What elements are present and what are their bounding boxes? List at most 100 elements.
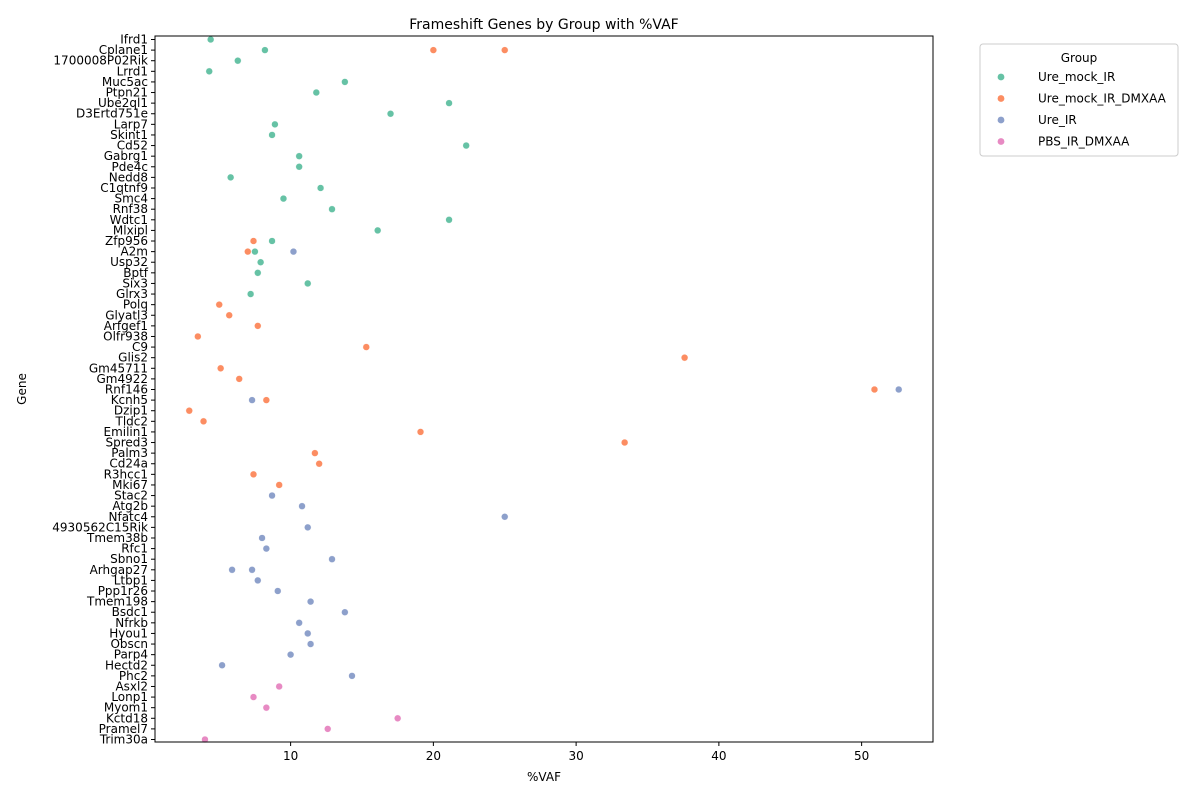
data-point [194, 332, 202, 341]
y-tick-label: Nfrkb [115, 616, 148, 630]
data-point [289, 248, 298, 256]
y-tick-label: Lrrd1 [117, 64, 148, 78]
y-tick-label: Lonp1 [111, 690, 148, 704]
y-tick-label: Sbno1 [110, 552, 148, 566]
data-point [249, 470, 258, 478]
data-point [248, 566, 256, 574]
legend-marker [997, 116, 1005, 124]
y-tick-label: 1700008P02Rik [53, 54, 148, 68]
data-point [205, 67, 213, 75]
y-tick-label: C9 [132, 340, 148, 354]
data-point [328, 555, 336, 563]
y-tick-label: Arfgef1 [104, 319, 148, 333]
data-point [271, 120, 279, 128]
data-point [681, 354, 689, 362]
y-tick-label: Trim30a [99, 733, 148, 747]
data-point [262, 544, 270, 553]
y-tick-label: Ppp1r26 [98, 584, 148, 598]
y-tick-label: Smc4 [114, 192, 148, 206]
data-point [324, 725, 332, 733]
y-tick-label: Usp32 [110, 255, 148, 269]
y-tick-label: R3hcc1 [104, 467, 148, 481]
y-tick-label: Mlxipl [113, 223, 148, 237]
y-tick-label: D3Ertd751e [76, 107, 148, 121]
y-tick-label: Gm45711 [89, 361, 148, 375]
data-point [207, 35, 215, 44]
y-tick-label: Kcnh5 [111, 393, 148, 407]
x-tick-label: 40 [711, 749, 726, 763]
data-point [298, 502, 306, 510]
x-tick-label: 30 [568, 749, 583, 763]
data-point [268, 491, 276, 500]
data-point [275, 682, 283, 691]
data-point [279, 194, 288, 203]
y-tick-label: Atg2b [112, 499, 148, 513]
y-tick-label: Olfr938 [103, 329, 148, 343]
y-tick-label: Glis2 [118, 351, 148, 365]
y-tick-label: C1qtnf9 [100, 181, 148, 195]
data-point [287, 651, 295, 659]
y-tick-label: Pde4c [112, 160, 148, 174]
y-tick-label: Rfc1 [121, 542, 148, 556]
legend-marker [997, 73, 1005, 81]
data-point [501, 46, 509, 54]
y-tick-label: Rnf38 [113, 202, 148, 216]
y-tick-label: Wdtc1 [110, 213, 148, 227]
y-tick-label: Mki67 [112, 478, 148, 492]
data-point [268, 237, 276, 245]
y-tick-label: Tldc2 [114, 414, 148, 428]
data-point [295, 152, 303, 160]
data-point [445, 216, 453, 224]
y-tick-label: Six3 [122, 276, 148, 290]
y-tick-label: Hyou1 [109, 626, 148, 640]
x-axis-ticks: 10 20 30 40 50 [283, 742, 869, 763]
y-tick-label: Myom1 [104, 701, 148, 715]
data-point [262, 704, 270, 712]
data-point [316, 184, 325, 192]
data-point [218, 661, 226, 669]
data-point [312, 88, 320, 97]
data-point [416, 428, 425, 436]
data-point [374, 226, 382, 235]
data-point [262, 396, 270, 404]
data-point [228, 566, 236, 574]
legend-label: Ure_mock_IR_DMXAA [1038, 92, 1167, 106]
data-point [234, 57, 242, 65]
y-tick-label: Pramel7 [99, 722, 148, 736]
y-tick-label: Polq [123, 298, 148, 312]
y-tick-label: Cd24a [109, 457, 148, 471]
y-tick-label: Ifrd1 [120, 33, 148, 47]
data-point [348, 672, 356, 680]
legend-label: Ure_IR [1038, 113, 1077, 127]
data-point [328, 205, 336, 213]
y-tick-label: 4930562C15Rik [52, 520, 148, 534]
y-tick-label: Larp7 [114, 117, 148, 131]
data-point [621, 438, 629, 447]
data-point [235, 375, 243, 383]
data-point [268, 131, 276, 139]
y-tick-label: Dzip1 [114, 404, 148, 418]
y-tick-label: Skint1 [110, 128, 148, 142]
y-tick-label: Bptf [123, 266, 149, 280]
y-tick-label: Asxl2 [115, 679, 148, 693]
x-tick-label: 50 [854, 749, 869, 763]
data-point [445, 99, 453, 107]
plot-frame [154, 35, 934, 743]
y-axis-title: Gene [15, 373, 29, 405]
y-tick-label: Tmem38b [86, 531, 148, 545]
y-tick-label: Ptpn21 [106, 86, 148, 100]
data-point [215, 301, 223, 309]
y-tick-label: Cd52 [117, 139, 148, 153]
data-point [341, 608, 349, 616]
data-point [501, 513, 509, 521]
chart-title: Frameshift Genes by Group with %VAF [409, 17, 678, 33]
data-point [185, 407, 193, 415]
legend-marker [997, 138, 1005, 145]
y-tick-label: Glrx3 [116, 287, 148, 301]
y-axis-ticks: Ifrd1Cplane11700008P02RikLrrd1Muc5acPtpn… [52, 33, 155, 747]
data-point [429, 46, 437, 54]
x-tick-label: 20 [426, 749, 441, 763]
y-tick-label: Nedd8 [109, 170, 148, 184]
data-point [462, 141, 470, 150]
